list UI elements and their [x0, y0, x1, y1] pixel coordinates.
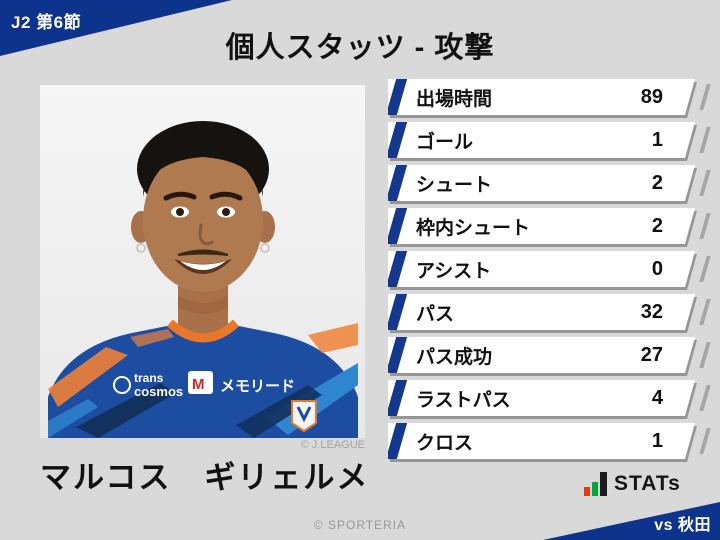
stat-row: アシスト 0 — [386, 251, 711, 287]
stat-value: 0 — [651, 257, 663, 280]
stat-accent-bar — [386, 79, 407, 115]
stat-value: 1 — [651, 429, 663, 452]
page-title: 個人スタッツ - 攻撃 — [225, 32, 495, 64]
player-portrait-illustration: trans cosmos M メモリード — [48, 121, 358, 438]
stats-list: 出場時間 89 ゴール 1 シュート 2 枠内シュート 2 アシスト 0 パス 32 パス成功 27 ラスト… — [386, 79, 711, 466]
stat-label: 出場時間 — [416, 88, 493, 110]
stat-accent-bar — [386, 208, 407, 244]
stat-label: 枠内シュート — [416, 217, 531, 239]
stats-logo: STATs — [584, 470, 681, 496]
stat-row: パス成功 27 — [386, 337, 711, 373]
stat-value: 1 — [651, 128, 663, 151]
stat-label: ラストパス — [416, 389, 511, 411]
stat-row: パス 32 — [386, 294, 711, 330]
stat-accent-bar — [386, 337, 407, 373]
stat-value: 2 — [651, 214, 663, 237]
stat-label: シュート — [416, 174, 493, 196]
stat-row: クロス 1 — [386, 423, 711, 459]
stat-slash-decoration — [699, 342, 711, 368]
stat-value: 32 — [640, 300, 663, 323]
stat-slash-decoration — [699, 385, 711, 411]
stat-value: 89 — [640, 85, 663, 108]
svg-text:メモリード: メモリード — [220, 378, 295, 395]
svg-text:M: M — [192, 376, 205, 393]
stat-slash-decoration — [699, 127, 711, 153]
stat-accent-bar — [386, 251, 407, 287]
stat-row: 枠内シュート 2 — [386, 208, 711, 244]
stat-accent-bar — [386, 423, 407, 459]
svg-text:cosmos: cosmos — [134, 384, 183, 399]
opponent-badge: vs 秋田 — [654, 517, 711, 534]
stat-slash-decoration — [699, 84, 711, 110]
stat-slash-decoration — [699, 299, 711, 325]
svg-text:trans: trans — [134, 371, 164, 385]
bar-chart-icon — [584, 472, 607, 496]
stat-value: 4 — [651, 386, 663, 409]
stat-label: パス — [416, 303, 455, 325]
stat-label: アシスト — [416, 260, 492, 282]
stat-row: ゴール 1 — [386, 122, 711, 158]
stat-slash-decoration — [699, 256, 711, 282]
stat-accent-bar — [386, 294, 407, 330]
stat-row: 出場時間 89 — [386, 79, 711, 115]
footer-credit: © SPORTERIA — [313, 518, 407, 532]
stat-row: ラストパス 4 — [386, 380, 711, 416]
stat-accent-bar — [386, 380, 407, 416]
stat-accent-bar — [386, 122, 407, 158]
stat-value: 2 — [651, 171, 663, 194]
stat-slash-decoration — [699, 170, 711, 196]
photo-credit: © J.LEAGUE — [300, 439, 365, 451]
player-name: マルコス ギリェルメ — [40, 460, 370, 495]
stat-label: ゴール — [416, 131, 474, 153]
stat-accent-bar — [386, 165, 407, 201]
stat-label: パス成功 — [416, 346, 493, 368]
stat-label: クロス — [416, 432, 474, 454]
player-photo: trans cosmos M メモリード — [40, 85, 365, 438]
round-badge: J2 第6節 — [11, 13, 82, 32]
stat-row: シュート 2 — [386, 165, 711, 201]
stat-value: 27 — [640, 343, 663, 366]
stat-slash-decoration — [699, 213, 711, 239]
stats-logo-text: STATs — [614, 472, 681, 495]
stat-slash-decoration — [699, 428, 711, 454]
